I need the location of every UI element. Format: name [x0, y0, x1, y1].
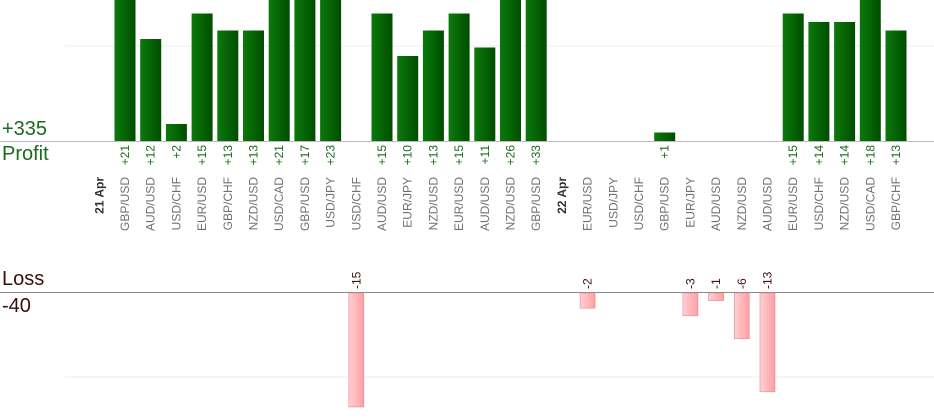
profit-bar: [474, 47, 496, 141]
pair-label: AUD/USD: [375, 177, 389, 231]
profit-value-label: +2: [169, 145, 183, 159]
profit-bar: [320, 0, 342, 141]
profit-bar: [217, 30, 239, 141]
pair-label: AUD/USD: [144, 177, 158, 231]
pair-label: EUR/JPY: [683, 177, 697, 228]
profit-bar: [500, 0, 521, 141]
pair-label: USD/JPY: [324, 177, 338, 228]
profit-bar: [114, 0, 136, 141]
profit-value-label: +13: [247, 145, 261, 166]
profit-value-label: +26: [504, 145, 518, 166]
profit-bar: [654, 132, 676, 141]
profit-value-label: +21: [118, 145, 132, 166]
pair-label: USD/JPY: [606, 177, 620, 228]
profit-bar: [422, 30, 444, 141]
profit-bar: [165, 124, 187, 141]
profit-value-label: +12: [144, 145, 158, 166]
pair-label: AUD/USD: [478, 177, 492, 231]
profit-bar: [294, 0, 316, 141]
pair-label: USD/CHF: [349, 177, 363, 230]
profit-bar: [525, 0, 547, 141]
profit-value-label: +18: [863, 145, 877, 166]
profit-value-label: +13: [221, 145, 235, 166]
pair-label: USD/CHF: [169, 177, 183, 230]
pair-label: NZD/USD: [247, 177, 261, 231]
loss-value-label: -13: [761, 271, 775, 289]
pair-label: AUD/USD: [761, 177, 775, 231]
profit-value-label: +21: [272, 145, 286, 166]
profit-value-label: +33: [529, 145, 543, 166]
profit-value-label: +14: [838, 145, 852, 166]
pair-label: EUR/USD: [786, 177, 800, 231]
loss-value-label: -6: [735, 278, 749, 289]
profit-value-label: +17: [298, 145, 312, 166]
pair-label: GBP/CHF: [889, 177, 903, 230]
pair-label: EUR/USD: [195, 177, 209, 231]
profit-bar: [885, 30, 907, 141]
profit-value-label: +15: [375, 145, 389, 166]
profit-total: +335: [2, 118, 48, 140]
pair-label: USD/CAD: [272, 177, 286, 231]
pair-label: GBP/USD: [529, 177, 543, 231]
loss-bar: [579, 292, 596, 309]
profit-bar: [191, 13, 213, 141]
profit-bar: [397, 56, 419, 141]
pair-label: NZD/USD: [735, 177, 749, 231]
pair-label: USD/CHF: [632, 177, 646, 230]
profit-bar: [834, 22, 856, 141]
profit-value-label: +13: [889, 145, 903, 166]
pair-label: NZD/USD: [504, 177, 518, 231]
profit-bar: [859, 0, 881, 141]
profit-bar: [371, 13, 393, 141]
profit-label: Profit: [2, 143, 49, 165]
pair-label: AUD/USD: [709, 177, 723, 231]
profit-value-label: +14: [812, 145, 826, 166]
loss-bar: [708, 292, 724, 301]
pair-label: EUR/JPY: [401, 177, 415, 228]
loss-bar: [348, 292, 365, 408]
profit-bar: [808, 22, 830, 141]
profit-bar: [782, 13, 804, 141]
profit-value-label: +15: [452, 145, 466, 166]
profit-bar: [140, 39, 162, 141]
date-label: 22 Apr: [555, 177, 569, 214]
profit-bar: [243, 30, 264, 141]
pair-label: NZD/USD: [426, 177, 440, 231]
loss-value-label: -2: [581, 278, 595, 289]
loss-value-label: -3: [683, 278, 697, 289]
profit-value-label: +10: [401, 145, 415, 166]
loss-bar: [682, 292, 699, 317]
pair-label: USD/CAD: [863, 177, 877, 231]
loss-label: Loss: [2, 268, 45, 290]
pair-label: EUR/USD: [581, 177, 595, 231]
profit-value-label: +23: [324, 145, 338, 166]
loss-total: -40: [2, 295, 31, 317]
pair-label: GBP/CHF: [221, 177, 235, 230]
pair-label: GBP/USD: [298, 177, 312, 231]
loss-bar: [759, 292, 776, 393]
pair-label: EUR/USD: [452, 177, 466, 231]
loss-value-label: -15: [349, 271, 363, 289]
loss-value-label: -1: [709, 278, 723, 289]
profit-bar: [268, 0, 290, 141]
loss-bar: [733, 292, 750, 339]
profit-bar: [448, 13, 470, 141]
pair-label: GBP/USD: [118, 177, 132, 231]
profit-value-label: +13: [426, 145, 440, 166]
pair-label: GBP/USD: [658, 177, 672, 231]
pair-label: NZD/USD: [838, 177, 852, 231]
pair-label: USD/CHF: [812, 177, 826, 230]
profit-value-label: +11: [478, 145, 492, 165]
profit-value-label: +15: [195, 145, 209, 166]
profit-value-label: +1: [658, 145, 672, 159]
profit-value-label: +15: [786, 145, 800, 166]
date-label: 21 Apr: [92, 177, 106, 214]
